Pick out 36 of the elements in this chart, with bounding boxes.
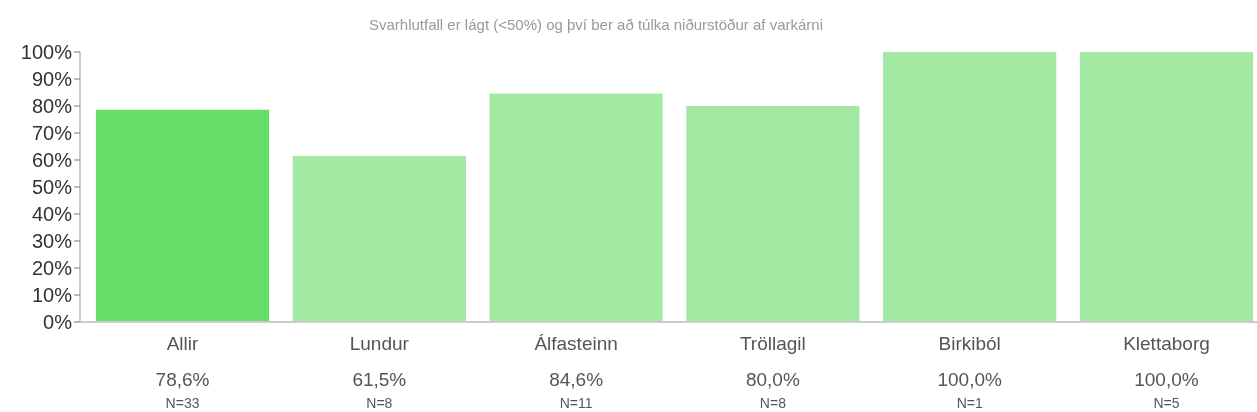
data-label: 100,0%	[937, 369, 1003, 390]
text: N=33	[165, 395, 200, 411]
data-label: 84,6%	[549, 369, 604, 390]
bar	[95, 109, 270, 322]
text: N=11	[559, 395, 593, 411]
x-tick-label: Birkiból	[938, 333, 1001, 354]
y-tick-label: 50%	[31, 176, 73, 198]
x-tick-label: Klettaborg	[1123, 333, 1210, 354]
data-label: 61,5%	[352, 369, 407, 390]
data-label: 78,6%	[155, 369, 210, 390]
y-tick-label: 70%	[31, 122, 73, 144]
chart-subtitle: Svarhlutfall er lágt (<50%) og því ber að túlka niðurstöður af varkárni	[369, 16, 823, 33]
y-tick-label: 100%	[20, 41, 73, 63]
text: N=8	[366, 395, 393, 411]
y-tick-label: 30%	[31, 230, 73, 252]
data-label: 100,0%	[1134, 369, 1199, 390]
x-tick-label: Lundur	[349, 333, 410, 354]
x-tick-label: Allir	[166, 333, 200, 354]
y-tick-label: 60%	[31, 149, 73, 171]
bar	[489, 93, 663, 322]
y-tick-label: 90%	[31, 68, 73, 90]
bar	[1079, 52, 1254, 322]
y-tick-label: 20%	[31, 257, 73, 279]
y-tick-label: 10%	[31, 284, 73, 306]
x-tick-label: Álfasteinn	[534, 333, 618, 354]
text: N=1	[956, 395, 983, 411]
y-tick-label: 0%	[43, 311, 73, 333]
bar	[292, 155, 466, 322]
bar	[883, 52, 1057, 322]
x-tick-label: Tröllagil	[739, 333, 806, 354]
y-tick-label: 80%	[31, 95, 73, 117]
text: N=8	[759, 395, 787, 411]
y-tick-label: 40%	[31, 203, 73, 225]
bar	[686, 106, 860, 322]
data-label: 80,0%	[745, 369, 800, 390]
text: N=5	[1153, 395, 1180, 411]
